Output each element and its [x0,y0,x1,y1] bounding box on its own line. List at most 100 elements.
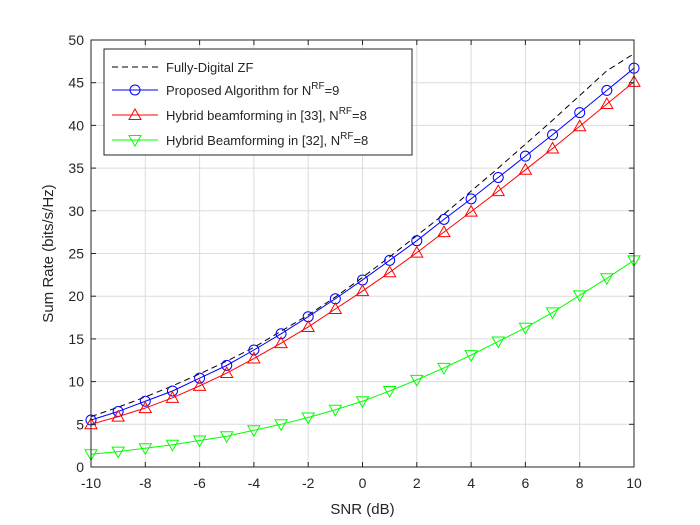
series-3-point [192,378,207,391]
series-2-point [275,328,287,340]
legend-label-text: Proposed Algorithm for N [166,83,311,98]
series-3-point [274,336,288,349]
series-3-point [518,162,533,175]
x-tick-label: 2 [413,475,421,491]
series-2-point [166,385,178,397]
legend-label: Hybrid beamforming in [33], NRF=8 [166,106,367,123]
y-tick-label: 0 [76,459,84,475]
series-2-point [221,359,233,371]
series-2-point [574,107,586,119]
series-4-point [192,435,207,448]
series-4-line [90,259,635,455]
legend-label-text: Hybrid beamforming in [33], N [166,108,339,123]
series-2-point [519,150,531,162]
y-tick-label: 20 [68,288,84,304]
x-axis-label: SNR (dB) [330,501,394,518]
series-3-point [545,141,560,154]
series-1-line [90,53,635,418]
series-4-point [409,374,424,387]
legend: Fully-Digital ZF Proposed Algorithm for N… [103,48,413,156]
series-2-point [139,395,151,407]
series-4-point [219,431,234,444]
series-3-point [491,184,506,197]
x-tick-label: 10 [626,475,642,491]
x-tick-label: -2 [302,475,315,491]
legend-label: Fully-Digital ZF [166,60,253,75]
series-4-point [247,425,261,438]
series-2-point [492,171,504,183]
series-4-point [491,336,506,349]
y-tick-label: 10 [68,374,84,390]
series-2-point [438,213,450,225]
series-4-point [165,439,180,452]
legend-label-text: Hybrid Beamforming in [32], N [166,133,340,148]
legend-label-suffix: =9 [325,83,340,98]
series-3-point [572,119,587,132]
series-3-point [138,401,153,414]
series-4-point [328,404,343,417]
y-tick-label: 50 [68,32,84,48]
series-3-point [219,366,234,379]
series-4-point [599,273,614,286]
ticks: -10 -8 -6 -4 -2 0 2 4 6 8 10 0 5 10 15 20 25 30 35 40 45 50 [68,32,642,491]
y-tick-label: 30 [68,203,84,219]
legend-label-text: Fully-Digital ZF [166,60,253,75]
series-2-point [194,372,206,384]
series-3-point [599,97,614,110]
legend-swatch-marker [128,107,142,120]
series-4-point [382,385,397,399]
legend-label: Hybrid Beamforming in [32], NRF=8 [166,131,368,148]
series-4-point [274,419,288,432]
series-group [84,53,641,462]
series-3-point [355,284,370,297]
series-3-point [437,225,451,238]
series-4-point [464,350,478,363]
series-3-point [464,204,478,217]
x-tick-label: 6 [522,475,530,491]
series-3-point [247,351,261,364]
series-2-point [248,344,260,356]
series-3 [84,74,641,430]
y-tick-label: 25 [68,246,84,262]
y-tick-label: 40 [68,117,84,133]
series-4-point [301,412,316,425]
series-2-point [547,129,559,141]
legend-label-superscript: RF [339,106,352,117]
y-tick-label: 35 [68,160,84,176]
x-tick-label: -4 [248,475,261,491]
series-4-point [545,307,560,320]
series-4 [84,255,641,462]
x-tick-label: -8 [139,475,152,491]
series-3-point [111,409,126,422]
legend-label: Proposed Algorithm for NRF=9 [166,81,339,98]
legend-label-suffix: =8 [352,108,367,123]
series-3-point [382,265,397,278]
series-4-point [437,362,451,375]
series-4-point [518,322,533,335]
y-tick-label: 45 [68,75,84,91]
legend-label-suffix: =8 [353,133,368,148]
x-tick-label: 0 [359,475,367,491]
x-tick-label: 4 [467,475,475,491]
series-3-point [165,390,180,403]
series-4-point [111,446,126,459]
series-3-line [90,81,635,425]
series-1 [90,53,635,418]
series-3-point [409,245,424,258]
series-3-point [301,319,316,332]
x-tick-label: -10 [81,475,101,491]
legend-swatch-marker [129,84,141,96]
legend-swatch-marker [128,135,142,148]
series-2-point [601,84,613,96]
y-axis-label: Sum Rate (bits/s/Hz) [40,184,57,322]
series-2-point [465,193,477,205]
series-4-point [355,396,370,409]
y-tick-label: 5 [76,416,84,432]
y-tick-label: 15 [68,331,84,347]
x-tick-label: -6 [193,475,206,491]
series-3-point [328,302,343,315]
series-2-line [90,67,635,421]
legend-label-superscript: RF [311,81,324,92]
series-4-point [572,290,587,303]
